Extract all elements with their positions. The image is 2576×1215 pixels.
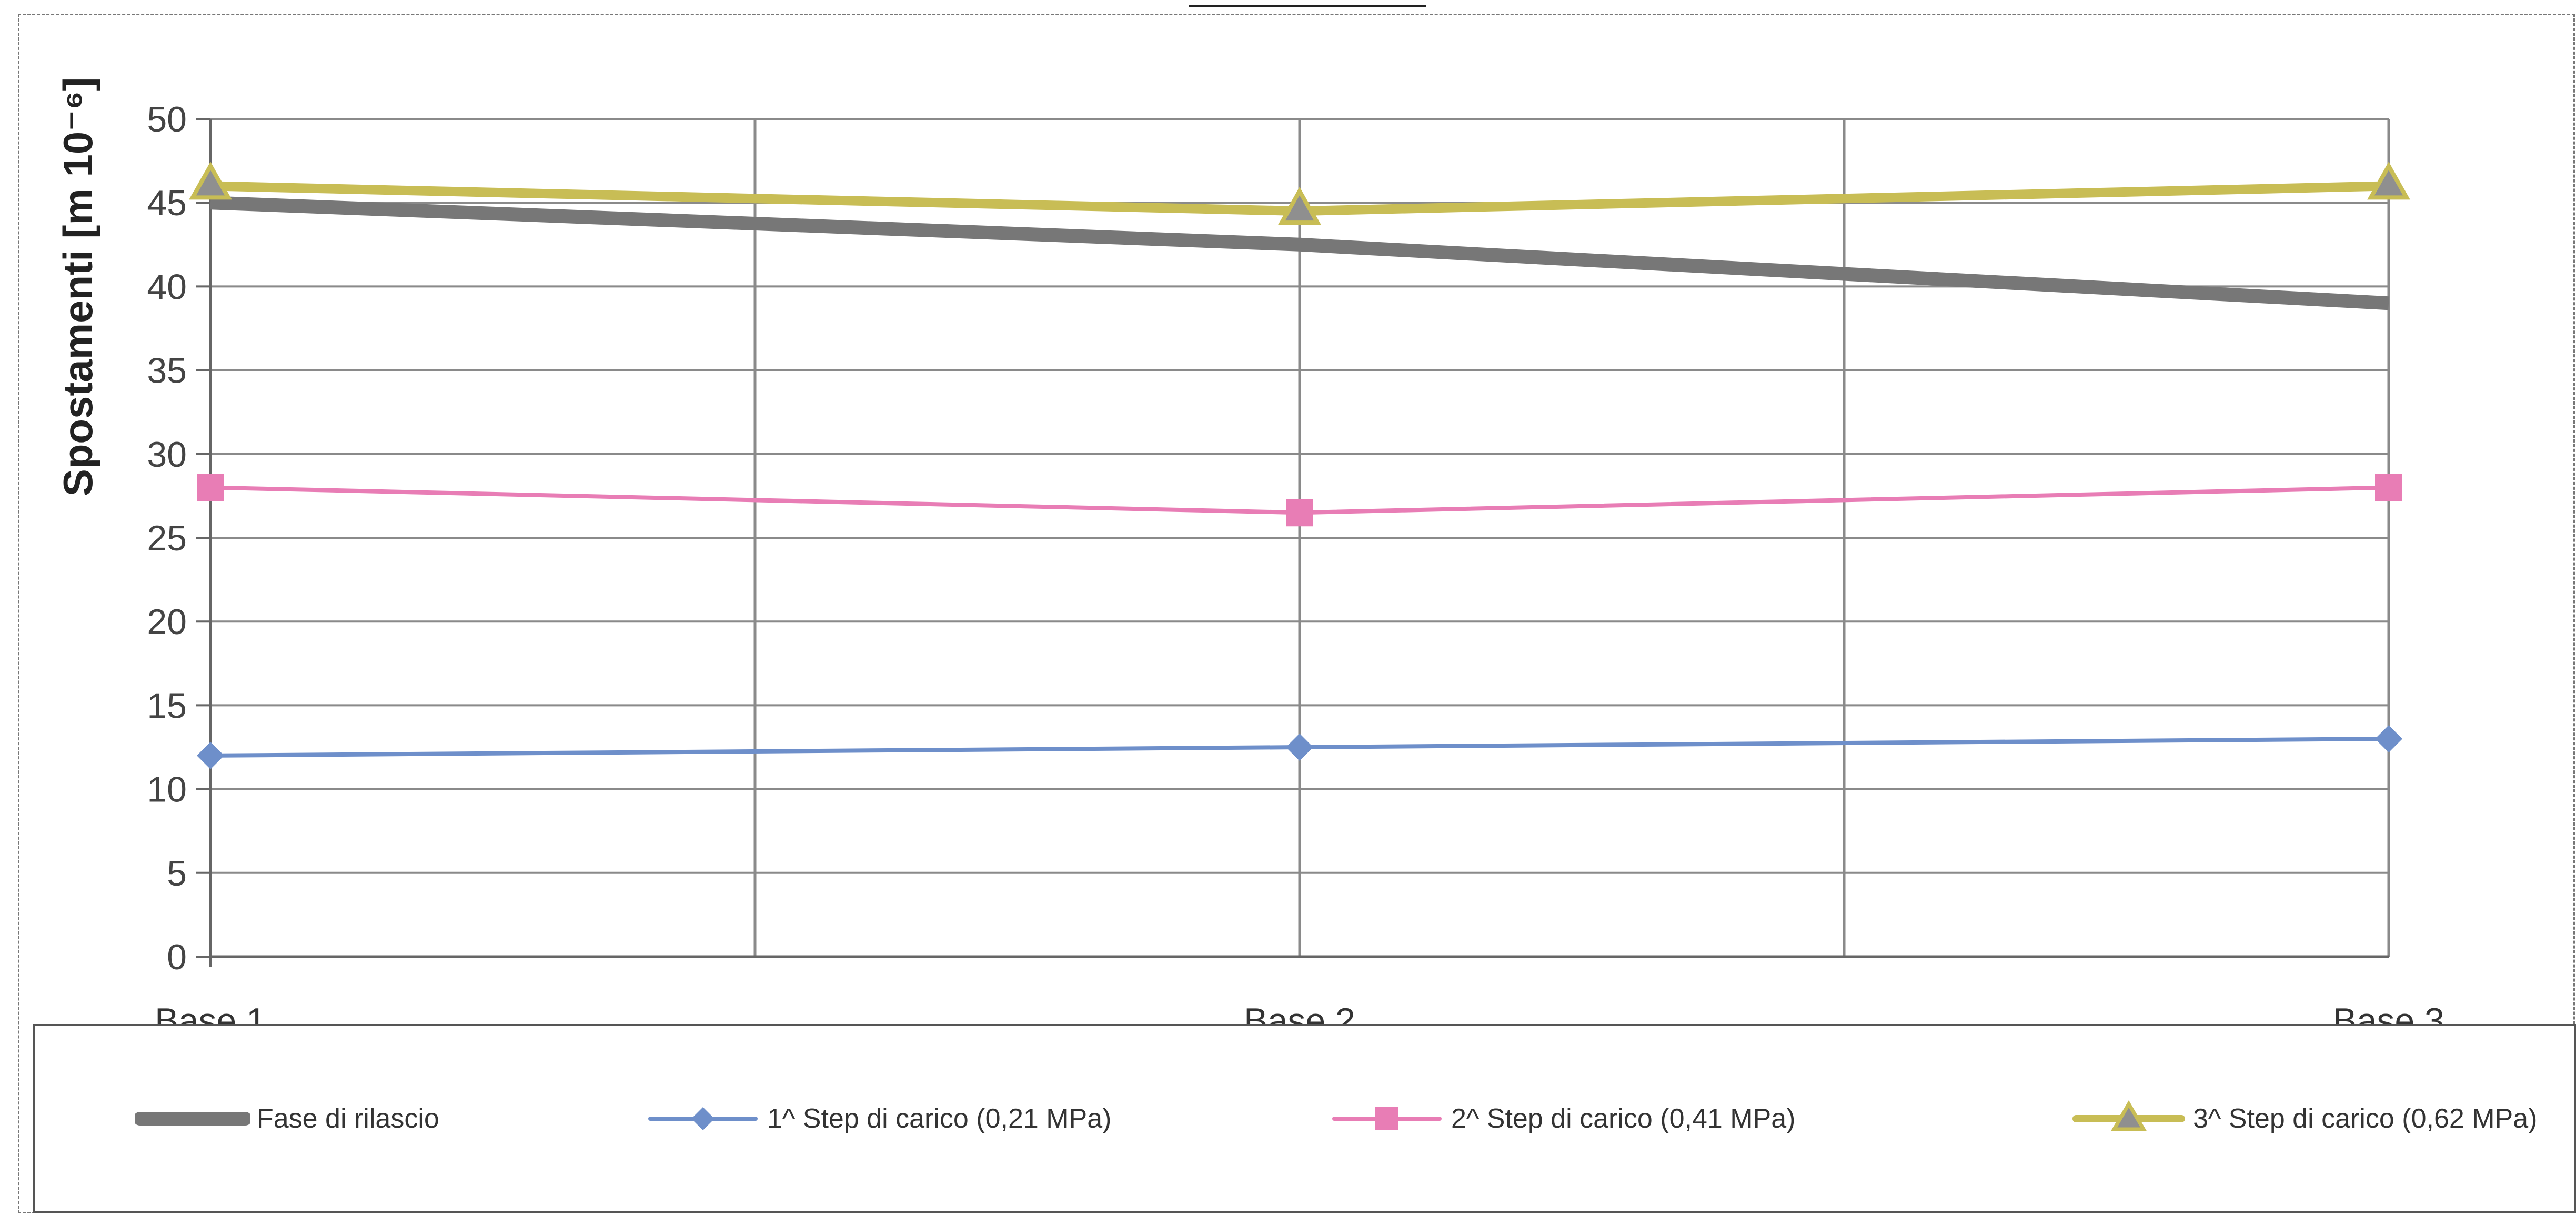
data-point — [1278, 187, 1321, 225]
y-tick-label: 20 — [147, 602, 187, 642]
y-tick-label: 25 — [147, 518, 187, 558]
series-4 — [189, 162, 2410, 225]
y-tick-label: 0 — [167, 937, 187, 977]
legend-item-3: 2^ Step di carico (0,41 MPa) — [1329, 1026, 1795, 1211]
axes — [196, 118, 2389, 967]
data-point — [197, 474, 224, 501]
series-lines — [189, 162, 2410, 769]
y-tick-label: 15 — [147, 686, 187, 726]
data-point — [1286, 734, 1313, 761]
legend-swatch — [2072, 1100, 2185, 1131]
series-3 — [197, 474, 2402, 527]
legend-label: 2^ Step di carico (0,41 MPa) — [1451, 1103, 1796, 1134]
data-point — [1286, 499, 1313, 527]
legend-item-1: Fase di rilascio — [135, 1026, 439, 1211]
y-tick-label: 5 — [167, 853, 187, 893]
legend: Fase di rilascio 1^ Step di carico (0,21 … — [33, 1024, 2576, 1213]
legend-item-2: 1^ Step di carico (0,21 MPa) — [645, 1026, 1111, 1211]
category-labels: Base 1 Base 2 Base 3 — [155, 1001, 2444, 1024]
y-tick-label: 40 — [147, 267, 187, 307]
y-tick-label: 50 — [147, 99, 187, 139]
data-point — [189, 162, 232, 200]
legend-label: Fase di rilascio — [257, 1103, 439, 1134]
data-point — [197, 741, 224, 769]
series-1 — [210, 196, 2389, 310]
series-line — [210, 196, 2389, 310]
y-tick-label: 30 — [147, 435, 187, 475]
y-tick-labels: 0 5 10 15 20 25 30 35 40 45 50 — [147, 99, 187, 977]
series-2 — [197, 725, 2402, 769]
data-point — [2375, 474, 2402, 501]
category-label: Base 1 — [155, 1001, 266, 1024]
y-tick-label: 45 — [147, 183, 187, 223]
y-tick-label: 10 — [147, 770, 187, 810]
legend-item-4: 3^ Step di carico (0,62 MPa) — [2071, 1026, 2537, 1211]
data-point — [2367, 162, 2410, 200]
legend-swatch — [135, 1112, 250, 1126]
top-edge-mark — [1189, 0, 1426, 7]
y-tick-label: 35 — [147, 351, 187, 391]
data-point — [2375, 725, 2402, 753]
legend-label: 1^ Step di carico (0,21 MPa) — [767, 1103, 1112, 1134]
category-label: Base 3 — [2333, 1001, 2444, 1024]
legend-swatch — [648, 1107, 758, 1130]
category-label: Base 2 — [1244, 1001, 1355, 1024]
legend-swatch — [1332, 1107, 1442, 1130]
y-axis-label: Spostamenti [m 10⁻⁶] — [55, 77, 101, 497]
legend-label: 3^ Step di carico (0,62 MPa) — [2193, 1103, 2538, 1134]
